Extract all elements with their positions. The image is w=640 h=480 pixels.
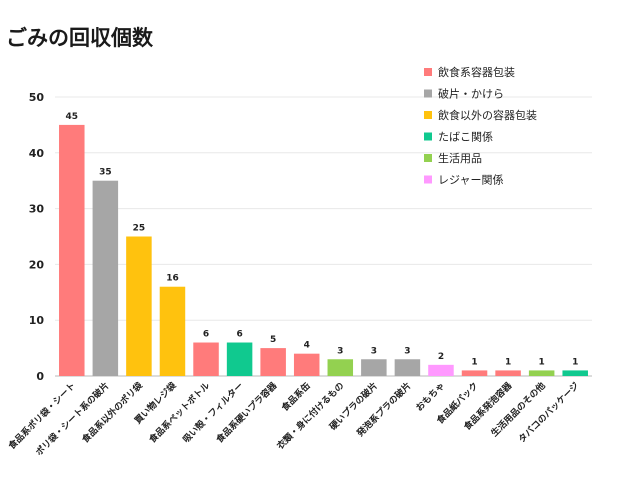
legend-swatch [424,111,432,119]
chart-title: ごみの回収個数 [6,26,153,50]
data-label: 6 [236,330,242,340]
legend-label: 飲食系容器包装 [438,65,515,79]
bar [394,359,421,376]
bar [293,353,320,376]
y-tick-label: 10 [29,314,45,327]
legend-label: 生活用品 [438,151,482,165]
x-axis: 食品系ポリ袋・シートポリ袋・シート系の破片食品系以外のポリ袋買い物レジ袋食品系ペ… [5,379,581,458]
y-tick-label: 50 [29,91,45,104]
legend-swatch [424,68,432,76]
bar [193,342,219,376]
data-label: 16 [166,274,179,284]
category-label: 食品系ペットボトル [146,380,212,446]
data-label: 45 [66,112,79,122]
data-label: 35 [99,168,112,178]
category-label: 食品系硬いプラ容器 [213,379,280,446]
data-label: 6 [203,330,209,340]
bar [428,364,454,376]
category-label: 発泡系プラの破片 [353,380,413,440]
bar [226,342,253,376]
data-label: 4 [304,341,310,351]
category-label: 食品系以外のポリ袋 [79,379,146,446]
bar [59,124,85,377]
bar [361,359,387,376]
data-label: 1 [471,357,477,367]
category-label: タバコのパッケージ [516,380,582,446]
bars [59,124,588,377]
category-label: 食品系缶 [278,380,313,415]
legend-label: 飲食以外の容器包装 [438,108,537,122]
data-label: 3 [337,346,343,356]
bar [528,370,555,376]
legend-swatch [424,89,432,98]
bar [461,370,488,376]
data-label: 3 [371,346,377,356]
category-label: 食品系ポリ袋・シート [5,380,78,453]
data-label: 3 [404,346,410,356]
legend-label: たばこ関係 [438,131,493,144]
y-axis: 0 10 20 30 40 50 [29,91,45,383]
bar [562,370,588,376]
data-label: 5 [270,335,276,345]
legend-swatch [424,154,432,162]
y-tick-label: 0 [36,370,44,383]
data-label: 25 [133,224,146,234]
data-label: 2 [438,352,444,362]
legend-swatch [424,175,432,184]
bar [126,236,152,376]
data-labels: 45 35 25 16 6 6 5 4 3 3 3 2 1 1 1 1 [66,112,579,368]
bar [495,370,521,376]
bar [327,359,354,376]
legend-label: レジャー関係 [438,174,503,187]
category-label: 吸い殻・フィルター [180,380,246,446]
legend-swatch [424,132,432,141]
y-tick-label: 30 [29,203,45,216]
legend-label: 破片・かけら [438,87,504,101]
y-tick-label: 20 [29,258,45,271]
data-label: 1 [539,357,545,367]
bar [159,286,186,376]
bar [92,180,119,376]
data-label: 1 [572,357,578,367]
bar [260,348,286,376]
category-label: おもちゃ [414,380,447,413]
y-tick-label: 40 [29,147,45,160]
data-label: 1 [505,357,511,367]
